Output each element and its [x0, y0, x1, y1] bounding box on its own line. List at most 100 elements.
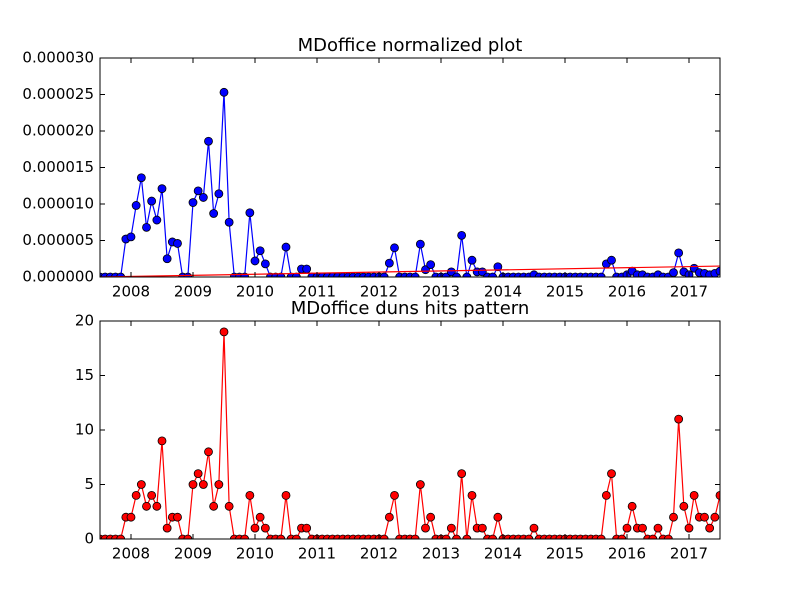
point [214, 189, 224, 199]
point [415, 480, 425, 489]
point [390, 490, 399, 500]
point [281, 490, 291, 500]
point [684, 523, 694, 533]
chart-title: MDoffice duns hits pattern [291, 298, 530, 319]
point [426, 260, 436, 269]
x-tick-label: 2015 [546, 283, 584, 301]
series-line [100, 265, 720, 277]
point [198, 193, 208, 202]
point [162, 254, 172, 264]
x-tick-label: 2010 [236, 545, 274, 563]
x-tick-label: 2012 [360, 283, 398, 301]
point [488, 272, 498, 277]
point [147, 490, 157, 500]
y-tick-label: 10 [75, 421, 94, 439]
point [245, 208, 255, 218]
point [524, 534, 534, 539]
y-tick-label: 0.000000 [22, 268, 94, 286]
point [415, 239, 425, 249]
point [209, 501, 219, 511]
point [705, 523, 715, 533]
point [452, 534, 461, 539]
point [116, 534, 126, 539]
point [245, 490, 255, 500]
point [281, 242, 291, 252]
point [607, 255, 616, 265]
point [462, 534, 472, 539]
y-tick-label: 0.000005 [22, 231, 94, 249]
point [384, 258, 394, 268]
x-tick-label: 2009 [174, 545, 212, 563]
point [446, 523, 456, 533]
x-tick-label: 2017 [670, 545, 708, 563]
point [131, 490, 141, 500]
x-tick-label: 2014 [484, 545, 522, 563]
point [157, 184, 167, 194]
point [390, 243, 399, 253]
point [627, 501, 637, 511]
point [669, 512, 678, 522]
point [426, 512, 436, 522]
x-tick-label: 2008 [112, 283, 150, 301]
y-tick-label: 0.000030 [22, 49, 94, 67]
x-tick-label: 2008 [112, 545, 150, 563]
point [224, 217, 234, 227]
point [674, 414, 684, 424]
y-tick-label: 0 [84, 530, 94, 548]
x-tick-label: 2011 [298, 283, 336, 301]
point [457, 469, 467, 479]
point [446, 267, 456, 277]
point [452, 272, 461, 277]
y-tick-label: 15 [75, 366, 94, 384]
point [607, 469, 616, 479]
point [302, 264, 312, 274]
point [209, 209, 219, 218]
point [674, 248, 684, 258]
point [462, 272, 472, 277]
point [136, 480, 146, 489]
x-tick-label: 2013 [422, 283, 460, 301]
point [467, 255, 477, 265]
x-tick-label: 2009 [174, 283, 212, 301]
point [689, 490, 699, 500]
point [669, 268, 678, 277]
plot-area [100, 87, 720, 277]
y-tick-label: 0.000010 [22, 195, 94, 213]
point [710, 512, 720, 522]
point [250, 523, 260, 533]
point [183, 534, 193, 539]
y-tick-label: 20 [75, 312, 94, 330]
point [638, 523, 647, 533]
point [193, 186, 203, 196]
point [152, 215, 162, 225]
point [214, 480, 224, 489]
point [260, 259, 270, 269]
point [188, 198, 198, 207]
point [219, 327, 229, 337]
point [291, 534, 301, 539]
x-tick-label: 2010 [236, 283, 274, 301]
plot-area [100, 327, 720, 539]
point [126, 232, 136, 242]
point [715, 491, 720, 500]
point [188, 480, 198, 489]
point [224, 501, 234, 511]
y-tick-label: 5 [84, 475, 94, 493]
point [219, 87, 229, 97]
point [379, 272, 389, 277]
point [131, 201, 141, 210]
point [250, 256, 260, 266]
point [260, 523, 270, 533]
point [421, 523, 430, 533]
chart-title: MDoffice normalized plot [298, 35, 523, 56]
x-tick-label: 2016 [608, 545, 646, 563]
point [193, 469, 203, 479]
point [410, 272, 420, 277]
point [162, 523, 172, 533]
point [441, 534, 451, 539]
point [622, 523, 632, 533]
point [663, 534, 673, 539]
y-tick-label: 0.000015 [22, 158, 94, 176]
